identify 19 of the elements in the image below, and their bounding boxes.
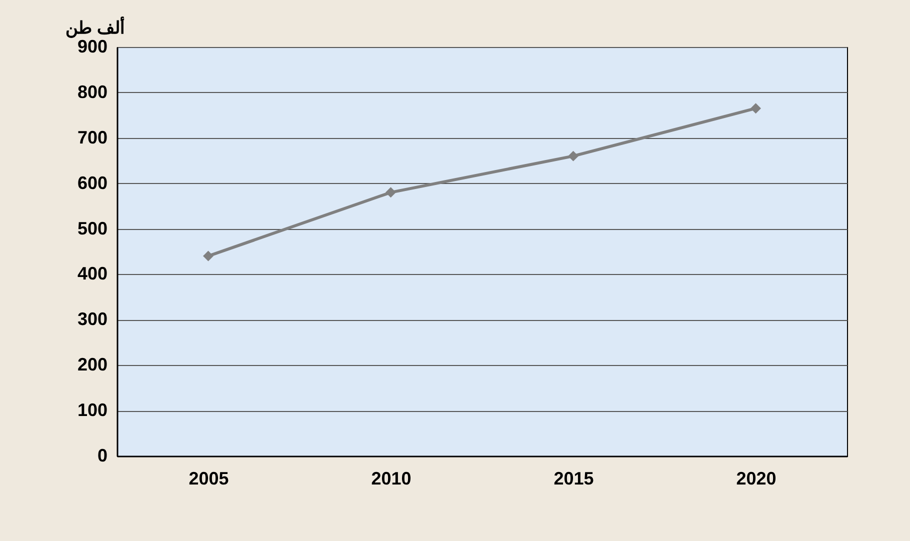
y-tick-label: 600 <box>77 172 108 193</box>
y-axis-title: ألف طن <box>66 16 126 38</box>
x-tick-label: 2005 <box>188 468 229 488</box>
y-tick-label: 700 <box>77 127 108 148</box>
y-tick-label: 300 <box>77 309 108 330</box>
y-tick-label: 100 <box>77 400 108 420</box>
y-tick-label: 800 <box>77 82 108 102</box>
y-tick-label: 0 <box>97 446 108 466</box>
y-tick-label: 200 <box>77 354 108 375</box>
point <box>203 250 214 262</box>
y-tick-label: 900 <box>77 36 108 56</box>
point <box>750 103 761 114</box>
x-tick-label: 2020 <box>736 468 776 488</box>
x-tick-label: 2010 <box>371 468 412 488</box>
point <box>568 150 578 162</box>
y-tick-label: 500 <box>77 218 108 238</box>
y-tick-label: 400 <box>77 264 108 284</box>
x-tick-label: 2015 <box>554 468 594 488</box>
point <box>386 187 396 198</box>
